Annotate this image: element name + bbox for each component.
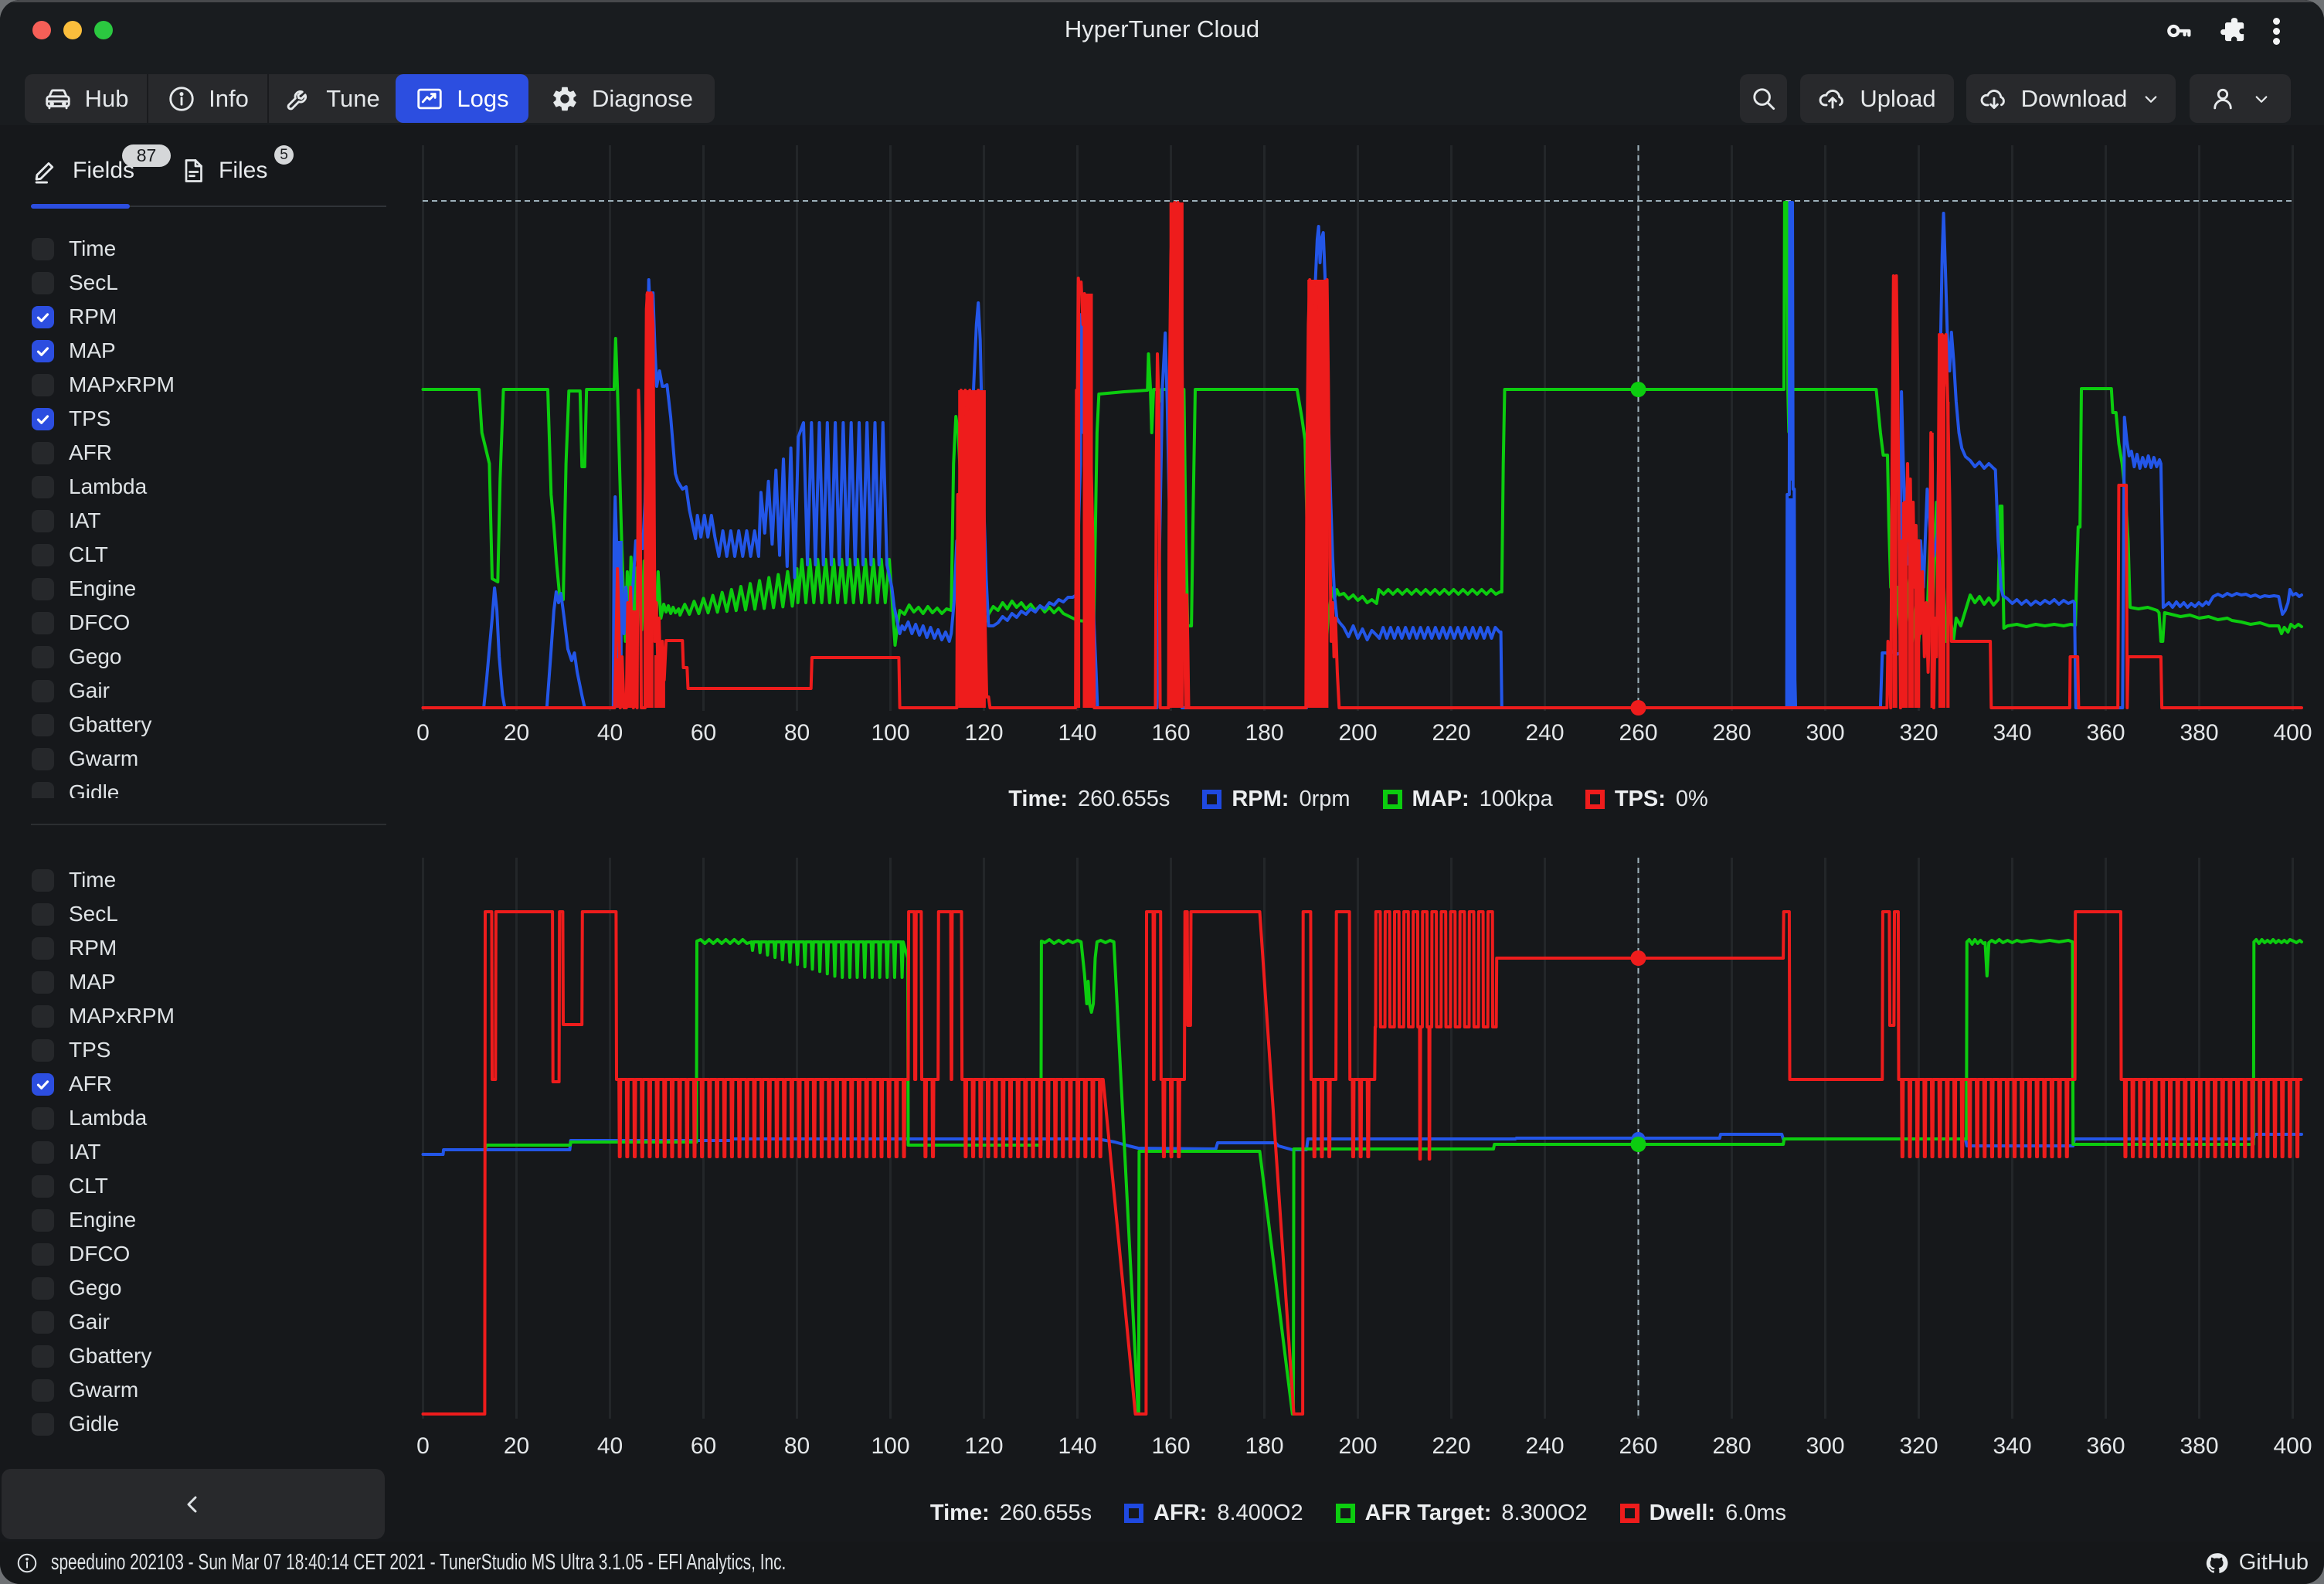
svg-text:260: 260 [1619, 1433, 1657, 1459]
svg-text:340: 340 [1993, 720, 2031, 746]
svg-text:40: 40 [597, 720, 623, 746]
svg-text:140: 140 [1058, 720, 1096, 746]
svg-text:320: 320 [1899, 720, 1938, 746]
svg-text:20: 20 [504, 1433, 529, 1459]
svg-text:280: 280 [1712, 720, 1751, 746]
svg-text:280: 280 [1712, 1433, 1751, 1459]
svg-text:220: 220 [1432, 1433, 1470, 1459]
svg-text:200: 200 [1338, 720, 1377, 746]
svg-text:180: 180 [1245, 720, 1283, 746]
svg-text:160: 160 [1151, 720, 1190, 746]
svg-text:0: 0 [416, 1433, 430, 1459]
svg-text:80: 80 [784, 720, 810, 746]
svg-text:340: 340 [1993, 1433, 2031, 1459]
svg-text:60: 60 [691, 720, 716, 746]
svg-text:380: 380 [2180, 1433, 2218, 1459]
svg-text:300: 300 [1806, 720, 1844, 746]
svg-text:0: 0 [416, 720, 430, 746]
svg-text:80: 80 [784, 1433, 810, 1459]
svg-text:120: 120 [964, 720, 1003, 746]
svg-text:260: 260 [1619, 720, 1657, 746]
svg-text:180: 180 [1245, 1433, 1283, 1459]
svg-text:40: 40 [597, 1433, 623, 1459]
svg-text:240: 240 [1525, 1433, 1564, 1459]
svg-text:200: 200 [1338, 1433, 1377, 1459]
svg-text:20: 20 [504, 720, 529, 746]
svg-text:300: 300 [1806, 1433, 1844, 1459]
svg-text:100: 100 [871, 1433, 909, 1459]
svg-text:100: 100 [871, 720, 909, 746]
svg-text:400: 400 [2273, 720, 2312, 746]
svg-text:240: 240 [1525, 720, 1564, 746]
svg-text:140: 140 [1058, 1433, 1096, 1459]
svg-text:360: 360 [2086, 1433, 2125, 1459]
svg-text:400: 400 [2273, 1433, 2312, 1459]
svg-text:60: 60 [691, 1433, 716, 1459]
svg-text:220: 220 [1432, 720, 1470, 746]
svg-text:320: 320 [1899, 1433, 1938, 1459]
svg-text:120: 120 [964, 1433, 1003, 1459]
svg-text:360: 360 [2086, 720, 2125, 746]
svg-text:160: 160 [1151, 1433, 1190, 1459]
svg-text:380: 380 [2180, 720, 2218, 746]
